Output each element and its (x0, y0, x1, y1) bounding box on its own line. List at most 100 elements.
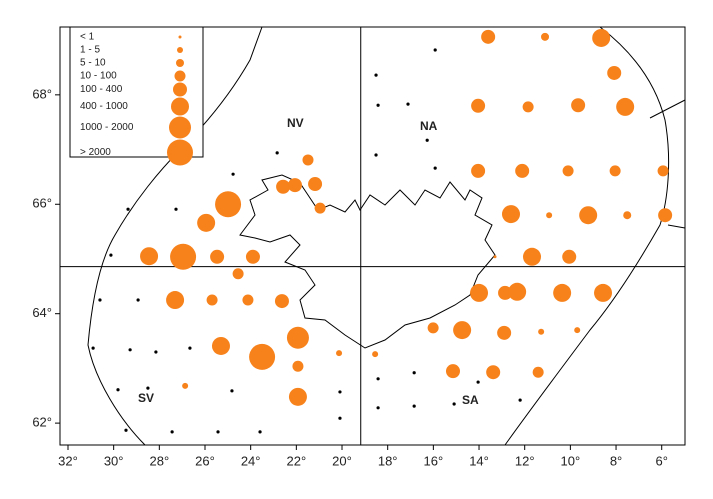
empty-station (376, 406, 380, 410)
bubble (336, 350, 343, 357)
empty-station (98, 298, 102, 302)
legend-symbol (174, 70, 186, 82)
bubble (210, 249, 225, 264)
bubble (562, 165, 574, 177)
x-tick-label: 22° (287, 453, 307, 468)
bubble (308, 177, 323, 192)
x-tick-label: 20° (332, 453, 352, 468)
x-tick-label: 10° (561, 453, 581, 468)
legend-label: 1 - 5 (80, 45, 100, 56)
empty-station (518, 398, 522, 402)
bubble (197, 213, 216, 232)
empty-station (412, 371, 416, 375)
plot-frame (59, 26, 686, 446)
legend-label: 400 - 1000 (80, 101, 128, 112)
empty-station (433, 166, 437, 170)
bubble (470, 283, 489, 302)
coastline (239, 174, 496, 349)
legend-label: 100 - 400 (80, 84, 123, 95)
y-tick-label: 66° (32, 196, 52, 211)
x-tick-label: 12° (515, 453, 535, 468)
bubble (249, 343, 276, 370)
bubble (508, 282, 527, 301)
x-tick-label: 16° (424, 453, 444, 468)
bubble (616, 97, 635, 116)
x-tick-label: 30° (104, 453, 124, 468)
empty-station (146, 386, 150, 390)
bubble (571, 98, 586, 113)
bubble (292, 360, 304, 372)
x-tick-label: 6° (655, 453, 667, 468)
bubble (594, 283, 613, 302)
zone-boundary (504, 26, 670, 446)
bubble (609, 165, 621, 177)
zone-boundary (649, 99, 686, 119)
bubble (372, 351, 379, 358)
empty-station (425, 138, 429, 142)
y-tick-label: 64° (32, 305, 52, 320)
empty-station (338, 390, 342, 394)
empty-station (154, 350, 158, 354)
bubble (541, 32, 550, 41)
legend-symbol (171, 97, 189, 116)
empty-station (230, 389, 234, 393)
bubble (497, 325, 512, 340)
legend-label: 10 - 100 (80, 71, 117, 82)
bubble (182, 382, 189, 389)
bubble (166, 291, 185, 310)
bubble (592, 28, 611, 47)
x-tick-label: 32° (58, 453, 78, 468)
region-label: SV (138, 391, 154, 405)
empty-station (433, 48, 437, 52)
empty-station (406, 102, 410, 106)
bubble (453, 321, 472, 340)
empty-station (216, 430, 220, 434)
bubble (538, 328, 545, 335)
y-tick-label: 68° (32, 86, 52, 101)
bubble (232, 268, 244, 280)
bubble (515, 163, 530, 178)
bubble (276, 179, 291, 194)
empty-station (174, 207, 178, 211)
legend-symbol (176, 59, 184, 67)
bubble (658, 208, 673, 223)
bubble (287, 178, 302, 193)
bubble (471, 98, 486, 113)
x-tick-label: 14° (469, 453, 489, 468)
region-label: NV (287, 116, 304, 130)
bubble (427, 322, 439, 334)
bubble (532, 366, 544, 378)
legend-symbol (173, 82, 187, 97)
bubble (215, 191, 242, 218)
legend-label: < 1 (80, 32, 95, 43)
bubble (140, 247, 159, 266)
bubble (242, 294, 254, 306)
bubble (206, 294, 218, 306)
region-label: SA (462, 393, 479, 407)
bubble (288, 387, 307, 406)
bubble (314, 202, 326, 214)
legend: < 1 1 - 5 5 - 10 10 - 100 100 - 400 400 - 100… (69, 26, 204, 166)
x-tick-label: 24° (241, 453, 261, 468)
empty-station (116, 388, 120, 392)
empty-station (136, 298, 140, 302)
bubble (170, 243, 197, 270)
bubble (493, 255, 497, 259)
empty-station (128, 348, 132, 352)
bubble (579, 206, 598, 225)
empty-station (275, 151, 279, 155)
bubble (486, 365, 501, 380)
empty-station (109, 253, 113, 257)
bubble (607, 65, 622, 80)
empty-station (124, 428, 128, 432)
empty-station (338, 416, 342, 420)
x-tick-label: 18° (378, 453, 398, 468)
empty-station (376, 377, 380, 381)
empty-station (188, 346, 192, 350)
y-tick-label: 62° (32, 415, 52, 430)
x-tick-label: 26° (195, 453, 215, 468)
bubble (286, 326, 309, 349)
empty-station (452, 402, 456, 406)
